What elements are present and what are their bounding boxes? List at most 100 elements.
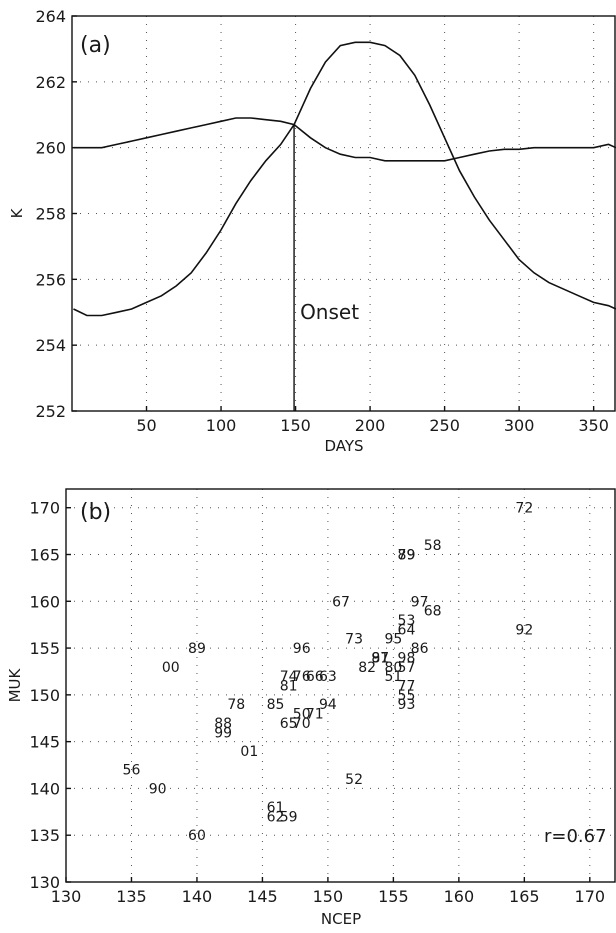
x-tick-label: 200 (355, 416, 386, 435)
scatter-point-label: 64 (398, 622, 416, 638)
scatter-point-label: 97 (411, 594, 429, 610)
scatter-point-label: 72 (515, 501, 533, 517)
y-tick-label: 254 (35, 336, 66, 355)
y-tick-label: 264 (35, 7, 66, 26)
temperature-curve-1 (73, 41, 616, 317)
scatter-point-label: 50 (293, 707, 311, 723)
scatter-point-label: 55 (398, 688, 416, 704)
x-tick-label: 140 (182, 887, 213, 906)
x-tick-label: 130 (51, 887, 82, 906)
scatter-point-label: 89 (398, 548, 416, 564)
x-tick-label: 300 (504, 416, 535, 435)
y-tick-label: 155 (29, 639, 60, 658)
scatter-point-label: 99 (214, 725, 232, 741)
y-tick-label: 260 (35, 139, 66, 158)
panel-b-x-ticks: 130 135 140 145 150 155 160 165 170 (51, 877, 605, 906)
scatter-point-label: 66 (306, 669, 324, 685)
scatter-point-label: 53 (398, 613, 416, 629)
scatter-point-label: 70 (293, 716, 311, 732)
scatter-point-label: 01 (240, 744, 258, 760)
panel-b-grid (65, 489, 616, 883)
panel-a-frame (71, 15, 616, 412)
scatter-point-label: 57 (398, 660, 416, 676)
panel-b-label: (b) (80, 500, 111, 525)
onset-annotation: Onset (300, 300, 359, 324)
x-tick-label: 150 (280, 416, 311, 435)
panel-b-y-ticks: 130 135 140 145 150 155 160 165 170 (29, 499, 71, 892)
x-tick-label: 145 (247, 887, 278, 906)
scatter-point-label: 65 (280, 716, 298, 732)
x-tick-label: 100 (206, 416, 237, 435)
scatter-point-label: 93 (398, 697, 416, 713)
scatter-point-label: 68 (424, 604, 442, 620)
panel-a-grid (72, 15, 616, 412)
scatter-point-label: 82 (358, 660, 376, 676)
panel-a-temperature-chart: Onset 50 100 150 200 250 300 350 2522542562582… (8, 7, 616, 455)
x-tick-label: 350 (578, 416, 609, 435)
scatter-point-label: 90 (149, 781, 167, 797)
scatter-point-label: 80 (384, 660, 402, 676)
y-tick-label: 150 (29, 686, 60, 705)
temperature-curve-2 (73, 117, 616, 162)
x-tick-label: 160 (444, 887, 475, 906)
y-tick-label: 252 (35, 402, 66, 421)
panel-b-frame (65, 488, 616, 883)
scatter-point-label: 74 (280, 669, 298, 685)
scatter-point-label: 00 (162, 660, 180, 676)
x-tick-label: 155 (378, 887, 409, 906)
scatter-point-label: 88 (214, 716, 232, 732)
scatter-point-label: 67 (332, 594, 350, 610)
scatter-point-label: 89 (188, 641, 206, 657)
y-tick-label: 170 (29, 499, 60, 518)
scatter-point-label: 56 (123, 763, 141, 779)
x-tick-label: 165 (509, 887, 540, 906)
scatter-point-label: 98 (398, 650, 416, 666)
scatter-point-label: 87 (371, 650, 389, 666)
scatter-point-label: 71 (306, 707, 324, 723)
y-tick-label: 160 (29, 592, 60, 611)
panel-a-y-ticks: 252 254 256 258 260 262 264 (35, 7, 77, 421)
y-tick-label: 130 (29, 873, 60, 892)
y-tick-label: 145 (29, 733, 60, 752)
panel-a-y-axis-label: K (8, 207, 26, 218)
scatter-point-label: 63 (319, 669, 337, 685)
panel-a-label: (a) (80, 33, 111, 58)
scatter-point-label: 95 (384, 632, 402, 648)
y-tick-label: 258 (35, 205, 66, 224)
scatter-point-label: 92 (515, 622, 533, 638)
x-tick-label: 250 (429, 416, 460, 435)
x-tick-label: 135 (116, 887, 147, 906)
scatter-point-label: 52 (345, 772, 363, 788)
scatter-point-label: 78 (227, 697, 245, 713)
scatter-point-label: 60 (188, 828, 206, 844)
scatter-point-label: 94 (319, 697, 337, 713)
scatter-point-label: 77 (398, 679, 416, 695)
panel-b-x-axis-label: NCEP (321, 910, 361, 928)
y-tick-label: 140 (29, 779, 60, 798)
panel-b-y-axis-label: MUK (6, 667, 24, 702)
scatter-point-label: 96 (293, 641, 311, 657)
y-tick-label: 165 (29, 546, 60, 565)
scatter-point-label: 59 (280, 810, 298, 826)
scatter-point-label: 86 (411, 641, 429, 657)
scatter-point-label: 91 (371, 650, 389, 666)
scatter-point-label: 73 (345, 632, 363, 648)
panel-a-x-ticks: 50 100 150 200 250 300 350 (136, 406, 609, 435)
x-tick-label: 50 (136, 416, 156, 435)
scatter-point-label: 61 (267, 800, 285, 816)
y-tick-label: 262 (35, 73, 66, 92)
scatter-point-label: 79 (398, 548, 416, 564)
y-tick-label: 135 (29, 826, 60, 845)
x-tick-label: 150 (313, 887, 344, 906)
panel-a-curves (73, 41, 616, 317)
scatter-point-label: 76 (293, 669, 311, 685)
scatter-point-label: 85 (267, 697, 285, 713)
x-tick-label: 170 (575, 887, 606, 906)
scatter-point-label: 81 (280, 679, 298, 695)
scatter-point-label: 62 (267, 810, 285, 826)
scatter-point-label: 58 (424, 538, 442, 554)
scatter-point-label: 51 (384, 669, 402, 685)
y-tick-label: 256 (35, 270, 66, 289)
